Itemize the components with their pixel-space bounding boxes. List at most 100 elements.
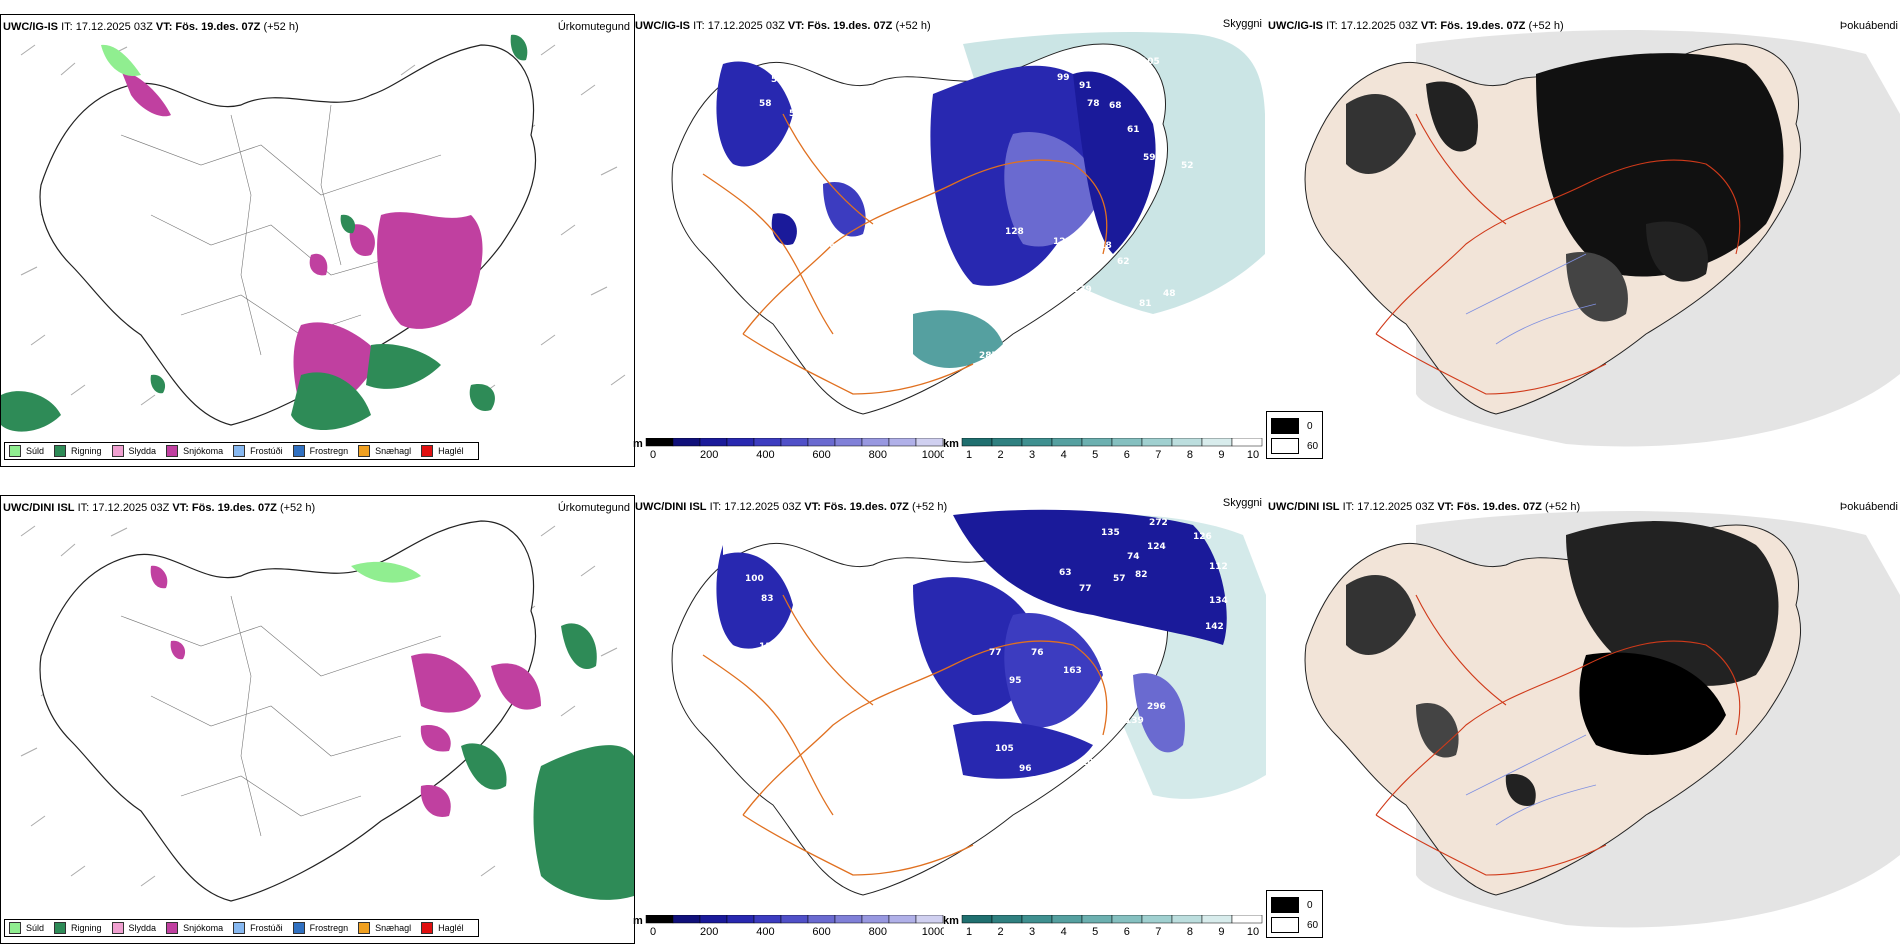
colorbar-segment bbox=[780, 915, 809, 924]
colorbar-segment bbox=[1021, 438, 1053, 447]
colorbar-tick-label: 2 bbox=[997, 449, 1003, 460]
iceland-map-precip-bottom bbox=[20, 520, 634, 902]
legend-item-rain: Rigning bbox=[54, 445, 102, 457]
panel-title: UWC/DINI ISL IT: 17.12.2025 03Z VT: Fös.… bbox=[1268, 501, 1581, 513]
height-label: 43 bbox=[1105, 317, 1118, 327]
colorbar-segment bbox=[861, 915, 890, 924]
colorbar-segment bbox=[991, 915, 1023, 924]
height-colorbar: m 0 200 400 600 800 1000 bbox=[633, 438, 944, 460]
fog-legend-low: 0 bbox=[1271, 418, 1313, 434]
colorbar-segment bbox=[699, 915, 728, 924]
ceiling-fields bbox=[716, 61, 1156, 368]
legend-item-snow-pellets: Snæhagl bbox=[358, 922, 411, 934]
colorbar-segment bbox=[1201, 438, 1233, 447]
colorbar-segment bbox=[753, 915, 782, 924]
iceland-map-fog-top bbox=[1304, 30, 1900, 447]
colorbar-tick-label: 3 bbox=[1029, 449, 1035, 460]
height-label: 107 bbox=[1095, 624, 1114, 634]
colorbar-segment bbox=[726, 915, 755, 924]
colorbar-tick-label: 9 bbox=[1218, 926, 1224, 937]
colorbar-segment bbox=[888, 915, 917, 924]
panel-precip-type-bottom: UWC/DINI ISL IT: 17.12.2025 03Z VT: Fös.… bbox=[0, 495, 635, 944]
legend-item-snow: Snjókoma bbox=[166, 922, 223, 934]
legend-item-sleet: Slydda bbox=[111, 445, 156, 457]
legend-item-snow-pellets: Snæhagl bbox=[358, 445, 411, 457]
colorbar-tick-label: 7 bbox=[1155, 926, 1161, 937]
panel-precip-type-top: UWC/IG-IS IT: 17.12.2025 03Z VT: Fös. 19… bbox=[0, 14, 635, 467]
colorbar-segment bbox=[834, 915, 863, 924]
height-label: 59 bbox=[1143, 153, 1156, 163]
colorbar-segment bbox=[915, 915, 944, 924]
product-label: Þokuábendi bbox=[1839, 20, 1898, 32]
colorbar-tick-label: 5 bbox=[1092, 926, 1098, 937]
height-colorbar: m 0 200 400 600 800 1000 bbox=[633, 915, 944, 937]
height-label: 100 bbox=[745, 574, 764, 584]
ceiling-fields bbox=[716, 509, 1227, 779]
product-label: Úrkomutegund bbox=[557, 21, 630, 33]
colorbar-segment bbox=[915, 438, 944, 447]
colorbar-segment bbox=[1021, 915, 1053, 924]
colorbar-segment bbox=[672, 915, 701, 924]
roads bbox=[1375, 113, 1741, 395]
height-label: 82 bbox=[1135, 570, 1148, 580]
visibility-colorbar: km 1 2 3 4 5 6 7 8 9 10 bbox=[943, 915, 1263, 937]
colorbar-tick-label: 8 bbox=[1187, 449, 1193, 460]
iceland-map-precip-top bbox=[1, 34, 626, 432]
colorbar-segment bbox=[1111, 915, 1143, 924]
height-label: 61 bbox=[1127, 125, 1140, 135]
panel-fog-top: UWC/IG-IS IT: 17.12.2025 03Z VT: Fös. 19… bbox=[1266, 14, 1900, 465]
height-label: 189 bbox=[1099, 664, 1118, 674]
height-label: 63 bbox=[1059, 568, 1072, 578]
colorbar-segment bbox=[961, 915, 993, 924]
precip-fields bbox=[150, 561, 634, 900]
legend-item-sleet: Slydda bbox=[111, 922, 156, 934]
colorbar-segment bbox=[961, 438, 993, 447]
height-label: 56 bbox=[789, 109, 802, 119]
colorbar-tick-label: 200 bbox=[700, 449, 718, 460]
precip-legend: Súld Rigning Slydda Snjókoma Frostúði Fr… bbox=[4, 919, 479, 937]
precip-legend: Súld Rigning Slydda Snjókoma Frostúði Fr… bbox=[4, 442, 479, 460]
colorbar-tick-label: 200 bbox=[700, 926, 718, 937]
height-labels: 100 83 130 86 67 63 77 57 74 82 124 135 … bbox=[745, 518, 1228, 878]
height-label: 128 bbox=[1005, 227, 1024, 237]
colorbar-tick-label: 6 bbox=[1124, 926, 1130, 937]
colorbar-tick-label: 3 bbox=[1029, 926, 1035, 937]
colorbar-tick-label: 600 bbox=[812, 449, 830, 460]
height-label: 58 bbox=[759, 99, 772, 109]
colorbar-segment bbox=[1201, 915, 1233, 924]
iceland-map-visibility-top: 59 58 56 68 89 82 53 99 91 78 68 61 52 5… bbox=[671, 32, 1265, 415]
legend-item-freezing-rain: Frostregn bbox=[292, 445, 348, 457]
height-label: 139 bbox=[1125, 716, 1144, 726]
fog-legend: 0 60 bbox=[1266, 411, 1323, 459]
colorbar-graphic: 1 2 3 4 5 6 7 8 9 10 bbox=[961, 915, 1263, 937]
colorbar-segment bbox=[888, 438, 917, 447]
height-label: 86 bbox=[755, 706, 768, 716]
roads bbox=[702, 594, 1108, 876]
height-label: 83 bbox=[761, 594, 774, 604]
legend-item-freezing-drizzle: Frostúði bbox=[233, 922, 283, 934]
height-label: 112 bbox=[1209, 562, 1228, 572]
panel-title: UWC/IG-IS IT: 17.12.2025 03Z VT: Fös. 19… bbox=[635, 20, 931, 32]
colorbar-segment bbox=[753, 438, 782, 447]
colorbar-tick-label: 8 bbox=[1187, 926, 1193, 937]
visibility-colorbar: km 1 2 3 4 5 6 7 8 9 10 bbox=[943, 438, 1263, 460]
height-label: 78 bbox=[1087, 99, 1100, 109]
height-label: 96 bbox=[1019, 764, 1032, 774]
fog-legend: 0 60 bbox=[1266, 890, 1323, 938]
height-label: 105 bbox=[995, 744, 1014, 754]
panel-title: UWC/DINI ISL IT: 17.12.2025 03Z VT: Fös.… bbox=[3, 502, 316, 514]
colorbar-segment bbox=[672, 438, 701, 447]
colorbar-tick-label: 0 bbox=[650, 926, 656, 937]
colorbar-segment bbox=[1081, 438, 1113, 447]
roads bbox=[1375, 594, 1741, 876]
height-label: 122 bbox=[1053, 237, 1072, 247]
height-label: 77 bbox=[989, 648, 1002, 658]
colorbar-segment bbox=[1111, 438, 1143, 447]
colorbar-segment bbox=[780, 438, 809, 447]
height-label: 85 bbox=[1149, 656, 1162, 666]
fog-fields bbox=[1346, 521, 1779, 806]
height-label: 77 bbox=[1079, 584, 1092, 594]
colorbar-segment bbox=[1141, 438, 1173, 447]
colorbar-unit: km bbox=[943, 438, 959, 450]
height-label: 208 bbox=[1099, 636, 1118, 646]
